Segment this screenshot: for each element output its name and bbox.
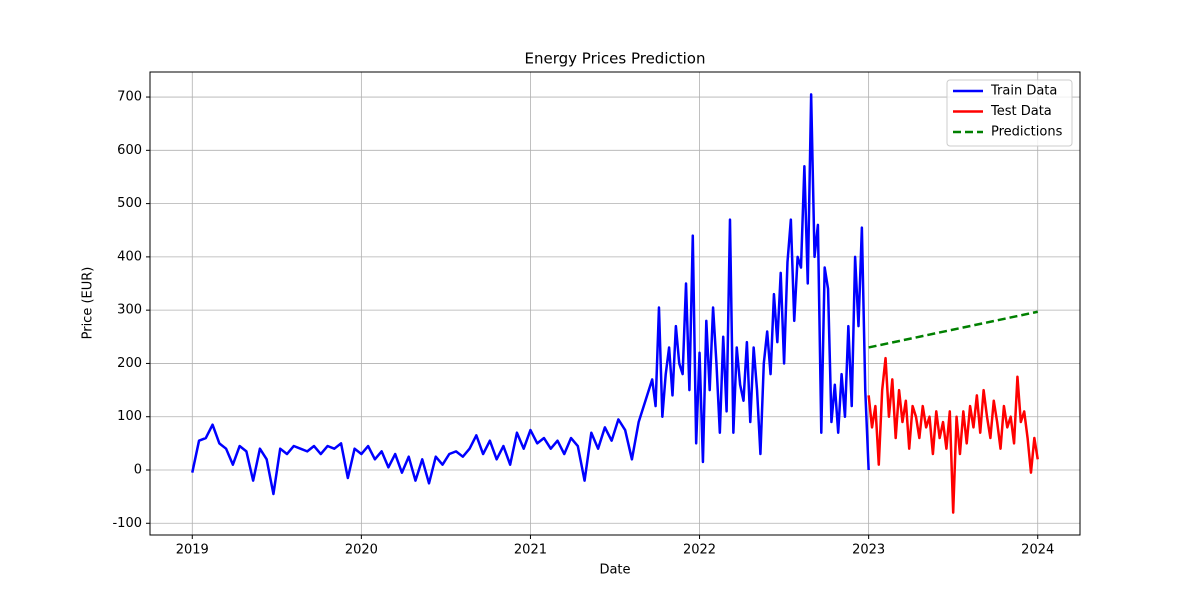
x-tick-label: 2021: [514, 543, 547, 558]
series-line: [868, 310, 1038, 349]
legend-label: Test Data: [990, 104, 1052, 119]
y-tick-label: 100: [117, 409, 142, 424]
y-tick-label: 200: [117, 356, 142, 371]
y-tick-label: 300: [117, 303, 142, 318]
x-axis-label: Date: [599, 563, 630, 578]
chart-title: Energy Prices Prediction: [525, 50, 706, 68]
y-tick-label: 700: [117, 90, 142, 105]
x-tick-label: 2024: [1021, 543, 1054, 558]
y-tick-label: 0: [134, 462, 142, 477]
y-tick-label: -100: [112, 516, 142, 531]
x-tick-label: 2020: [345, 543, 378, 558]
x-tick-label: 2022: [683, 543, 716, 558]
series-line: [867, 356, 1039, 514]
y-tick-label: 600: [117, 143, 142, 158]
x-tick-label: 2019: [176, 543, 209, 558]
y-tick-label: 400: [117, 249, 142, 264]
x-tick-label: 2023: [852, 543, 885, 558]
y-tick-label: 500: [117, 196, 142, 211]
legend-box: [946, 79, 1073, 147]
y-axis-label: Price (EUR): [81, 267, 96, 340]
legend-label: Predictions: [991, 125, 1063, 140]
series-line: [191, 93, 870, 496]
legend-label: Train Data: [990, 84, 1057, 99]
plot-frame: [149, 71, 1081, 536]
